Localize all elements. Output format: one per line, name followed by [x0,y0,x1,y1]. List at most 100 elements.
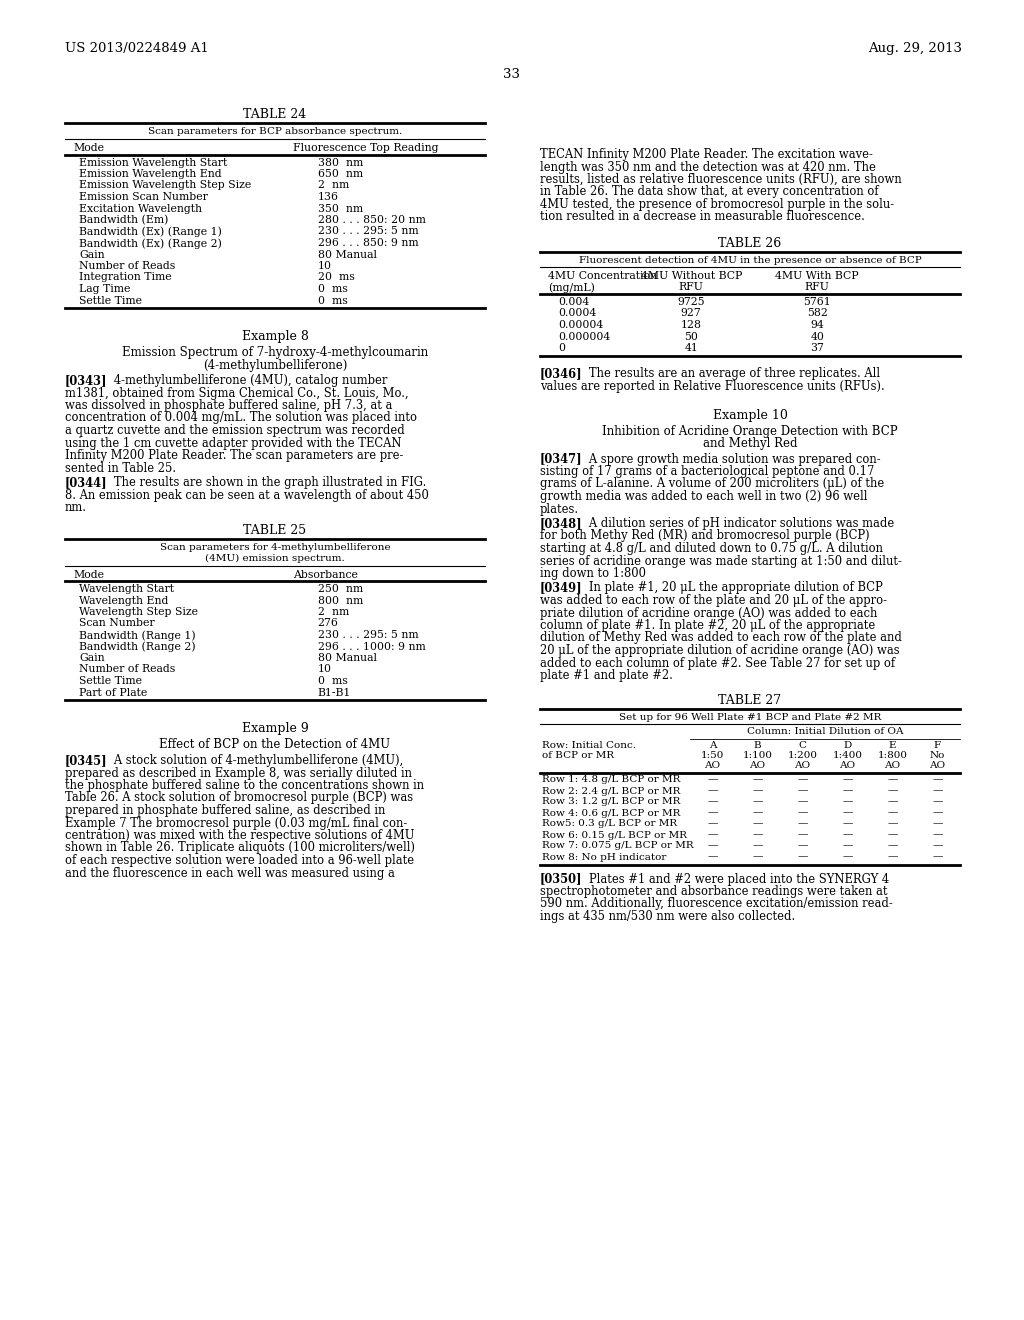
Text: 0.000004: 0.000004 [558,331,610,342]
Text: —: — [753,776,763,784]
Text: The results are an average of three replicates. All: The results are an average of three repl… [578,367,880,380]
Text: —: — [932,842,943,850]
Text: was dissolved in phosphate buffered saline, pH 7.3, at a: was dissolved in phosphate buffered sali… [65,399,392,412]
Text: —: — [843,787,853,796]
Text: —: — [932,830,943,840]
Text: 37: 37 [810,343,824,352]
Text: —: — [843,853,853,862]
Text: —: — [888,797,898,807]
Text: A dilution series of pH indicator solutions was made: A dilution series of pH indicator soluti… [578,517,894,531]
Text: 2  nm: 2 nm [317,607,349,616]
Text: 1:200: 1:200 [787,751,817,759]
Text: 296 . . . 850: 9 nm: 296 . . . 850: 9 nm [317,238,418,248]
Text: m1381, obtained from Sigma Chemical Co., St. Louis, Mo.,: m1381, obtained from Sigma Chemical Co.,… [65,387,409,400]
Text: —: — [753,853,763,862]
Text: A spore growth media solution was prepared con-: A spore growth media solution was prepar… [578,453,881,466]
Text: plates.: plates. [540,503,580,516]
Text: Scan parameters for 4-methylumbelliferone: Scan parameters for 4-methylumbelliferon… [160,543,390,552]
Text: results, listed as relative fluorescence units (RFU), are shown: results, listed as relative fluorescence… [540,173,902,186]
Text: A stock solution of 4-methylumbelliferone (4MU),: A stock solution of 4-methylumbelliferon… [103,754,403,767]
Text: 296 . . . 1000: 9 nm: 296 . . . 1000: 9 nm [317,642,425,652]
Text: —: — [708,820,718,829]
Text: Row5: 0.3 g/L BCP or MR: Row5: 0.3 g/L BCP or MR [542,820,677,829]
Text: Row: Initial Conc.: Row: Initial Conc. [542,741,636,750]
Text: 230 . . . 295: 5 nm: 230 . . . 295: 5 nm [317,630,418,640]
Text: grams of L-alanine. A volume of 200 microliters (μL) of the: grams of L-alanine. A volume of 200 micr… [540,478,885,491]
Text: prepared as described in Example 8, was serially diluted in: prepared as described in Example 8, was … [65,767,412,780]
Text: Bandwidth (Ex) (Range 2): Bandwidth (Ex) (Range 2) [79,238,222,248]
Text: spectrophotometer and absorbance readings were taken at: spectrophotometer and absorbance reading… [540,884,888,898]
Text: 800  nm: 800 nm [317,595,362,606]
Text: —: — [932,776,943,784]
Text: 136: 136 [317,191,339,202]
Text: Row 3: 1.2 g/L BCP or MR: Row 3: 1.2 g/L BCP or MR [542,797,680,807]
Text: —: — [888,853,898,862]
Text: 0  ms: 0 ms [317,676,347,686]
Text: 4MU Concentration: 4MU Concentration [548,271,657,281]
Text: 1:800: 1:800 [878,751,907,759]
Text: —: — [843,808,853,817]
Text: 4MU With BCP: 4MU With BCP [775,271,859,281]
Text: using the 1 cm cuvette adapter provided with the TECAN: using the 1 cm cuvette adapter provided … [65,437,401,450]
Text: [0343]: [0343] [65,374,108,387]
Text: —: — [843,797,853,807]
Text: —: — [708,797,718,807]
Text: AO: AO [930,760,945,770]
Text: 0.00004: 0.00004 [558,319,603,330]
Text: 380  nm: 380 nm [317,157,362,168]
Text: F: F [934,741,941,750]
Text: (4MU) emission spectrum.: (4MU) emission spectrum. [205,553,345,562]
Text: sented in Table 25.: sented in Table 25. [65,462,176,474]
Text: 0  ms: 0 ms [317,296,347,305]
Text: and Methyl Red: and Methyl Red [702,437,798,450]
Text: [0346]: [0346] [540,367,583,380]
Text: —: — [932,808,943,817]
Text: —: — [888,808,898,817]
Text: The results are shown in the graph illustrated in FIG.: The results are shown in the graph illus… [103,477,426,488]
Text: —: — [708,776,718,784]
Text: Number of Reads: Number of Reads [79,664,175,675]
Text: —: — [708,787,718,796]
Text: TECAN Infinity M200 Plate Reader. The excitation wave-: TECAN Infinity M200 Plate Reader. The ex… [540,148,872,161]
Text: Part of Plate: Part of Plate [79,688,147,697]
Text: 4MU tested, the presence of bromocresol purple in the solu-: 4MU tested, the presence of bromocresol … [540,198,894,211]
Text: AO: AO [750,760,766,770]
Text: the phosphate buffered saline to the concentrations shown in: the phosphate buffered saline to the con… [65,779,424,792]
Text: 590 nm. Additionally, fluorescence excitation/emission read-: 590 nm. Additionally, fluorescence excit… [540,898,893,911]
Text: Mode: Mode [73,569,104,579]
Text: 276: 276 [317,619,339,628]
Text: TABLE 27: TABLE 27 [719,693,781,706]
Text: —: — [708,853,718,862]
Text: priate dilution of acridine orange (AO) was added to each: priate dilution of acridine orange (AO) … [540,606,878,619]
Text: starting at 4.8 g/L and diluted down to 0.75 g/L. A dilution: starting at 4.8 g/L and diluted down to … [540,543,883,554]
Text: —: — [843,820,853,829]
Text: [0350]: [0350] [540,873,583,886]
Text: —: — [708,830,718,840]
Text: —: — [888,842,898,850]
Text: 1:50: 1:50 [700,751,724,759]
Text: US 2013/0224849 A1: US 2013/0224849 A1 [65,42,209,55]
Text: 582: 582 [807,309,827,318]
Text: 41: 41 [684,343,698,352]
Text: Integration Time: Integration Time [79,272,172,282]
Text: was added to each row of the plate and 20 μL of the appro-: was added to each row of the plate and 2… [540,594,887,607]
Text: (4-methylumbelliferone): (4-methylumbelliferone) [203,359,347,372]
Text: —: — [888,776,898,784]
Text: —: — [798,842,808,850]
Text: [0344]: [0344] [65,477,108,488]
Text: Fluorescence Top Reading: Fluorescence Top Reading [293,143,438,153]
Text: Wavelength Step Size: Wavelength Step Size [79,607,198,616]
Text: 20 μL of the appropriate dilution of acridine orange (AO) was: 20 μL of the appropriate dilution of acr… [540,644,900,657]
Text: of BCP or MR: of BCP or MR [542,751,614,759]
Text: —: — [798,776,808,784]
Text: centration) was mixed with the respective solutions of 4MU: centration) was mixed with the respectiv… [65,829,415,842]
Text: 80 Manual: 80 Manual [317,653,377,663]
Text: Example 9: Example 9 [242,722,308,735]
Text: 230 . . . 295: 5 nm: 230 . . . 295: 5 nm [317,227,418,236]
Text: 10: 10 [317,261,332,271]
Text: sisting of 17 grams of a bacteriological peptone and 0.17: sisting of 17 grams of a bacteriological… [540,465,874,478]
Text: Example 7 The bromocresol purple (0.03 mg/mL final con-: Example 7 The bromocresol purple (0.03 m… [65,817,408,829]
Text: 4-methylumbelliferone (4MU), catalog number: 4-methylumbelliferone (4MU), catalog num… [103,374,387,387]
Text: —: — [753,842,763,850]
Text: 4MU Without BCP: 4MU Without BCP [641,271,741,281]
